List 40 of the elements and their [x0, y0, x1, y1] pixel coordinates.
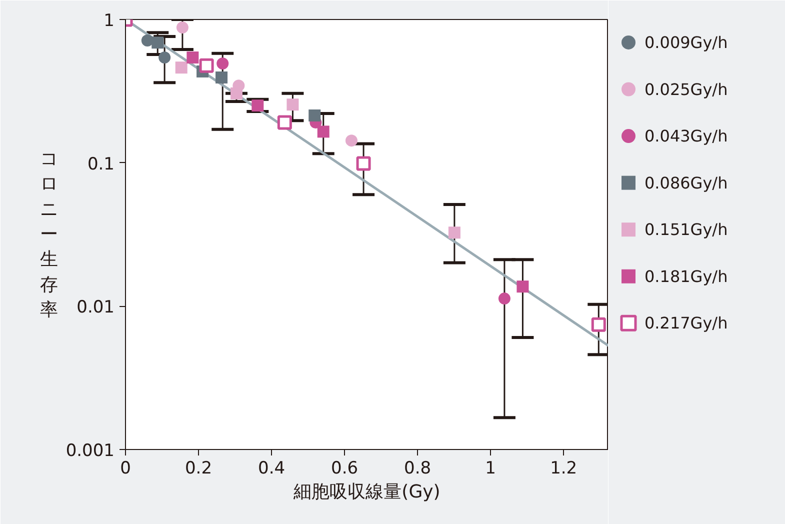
- y-axis-title: コロニー生存率: [40, 148, 58, 321]
- point: [252, 100, 264, 112]
- legend-label: 0.009Gy/h: [644, 32, 728, 52]
- x-tick-label: 0.4: [258, 458, 286, 478]
- point: [356, 156, 371, 171]
- y-tick-label: 0.01: [76, 298, 115, 318]
- x-axis-title: 細胞吸収線量(Gy): [292, 482, 440, 502]
- point: [286, 98, 299, 111]
- x-tick-label: 0.6: [331, 458, 358, 478]
- point: [186, 52, 199, 64]
- point: [199, 58, 214, 73]
- legend-label: 0.086Gy/h: [644, 173, 728, 192]
- point: [176, 21, 188, 34]
- legend-label: 0.043Gy/h: [644, 126, 728, 146]
- point: [216, 71, 228, 84]
- point: [498, 292, 510, 305]
- legend-label: 0.217Gy/h: [644, 314, 728, 333]
- y-tick-label: 0.1: [87, 154, 115, 174]
- x-tick-label: 1.2: [550, 458, 578, 478]
- point: [516, 280, 529, 293]
- legend-label: 0.181Gy/h: [644, 266, 728, 286]
- point: [175, 62, 188, 74]
- point: [230, 87, 242, 100]
- x-tick-label: 0.2: [185, 458, 212, 478]
- y-tick-label: 0.001: [66, 441, 115, 461]
- point: [158, 52, 171, 64]
- x-tick-label: 0: [120, 458, 131, 478]
- point: [591, 317, 606, 332]
- legend-label: 0.025Gy/h: [644, 80, 728, 99]
- point: [308, 109, 321, 122]
- point: [216, 58, 229, 70]
- x-tick-label: 0.8: [404, 458, 432, 478]
- x-tick-label: 1: [485, 458, 496, 478]
- point: [317, 126, 330, 138]
- point: [448, 226, 460, 239]
- point: [277, 115, 292, 130]
- point: [152, 36, 164, 49]
- y-tick-label: 1: [104, 11, 115, 31]
- legend-label: 0.151Gy/h: [644, 220, 728, 240]
- point: [345, 134, 358, 147]
